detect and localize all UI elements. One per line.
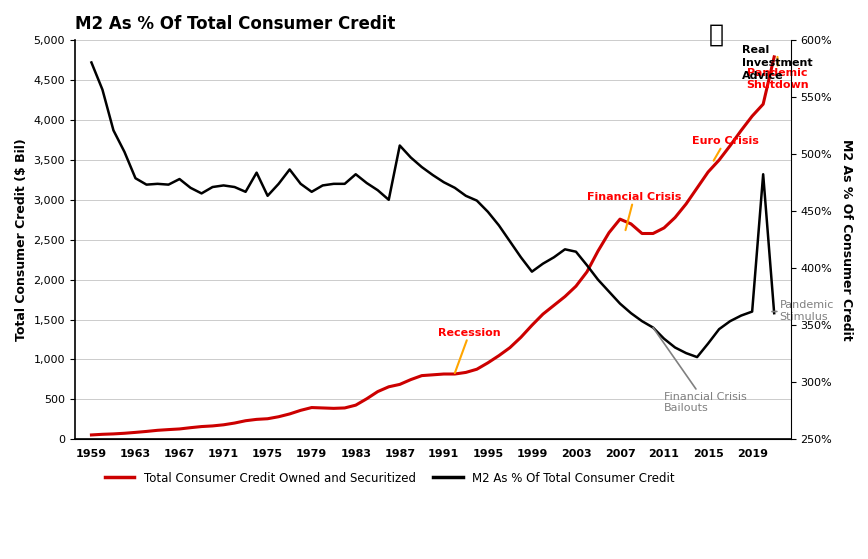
Text: Recession: Recession xyxy=(438,328,501,373)
Text: Financial Crisis
Bailouts: Financial Crisis Bailouts xyxy=(653,328,746,414)
Y-axis label: Total Consumer Credit ($ Bil): Total Consumer Credit ($ Bil) xyxy=(15,138,28,341)
Y-axis label: M2 As % Of Consumer Credit: M2 As % Of Consumer Credit xyxy=(840,139,853,340)
Text: M2 As % Of Total Consumer Credit: M2 As % Of Total Consumer Credit xyxy=(75,15,395,33)
Text: Euro Crisis: Euro Crisis xyxy=(692,136,759,160)
Text: Real
Investment
Advice: Real Investment Advice xyxy=(742,45,812,81)
Legend: Total Consumer Credit Owned and Securitized, M2 As % Of Total Consumer Credit: Total Consumer Credit Owned and Securiti… xyxy=(100,467,680,489)
Text: Pandemic
Stimulus: Pandemic Stimulus xyxy=(772,300,834,321)
Text: Pandemic
Shutdown: Pandemic Shutdown xyxy=(746,57,809,90)
Text: 🦅: 🦅 xyxy=(708,22,724,46)
Text: Financial Crisis: Financial Crisis xyxy=(587,192,681,230)
